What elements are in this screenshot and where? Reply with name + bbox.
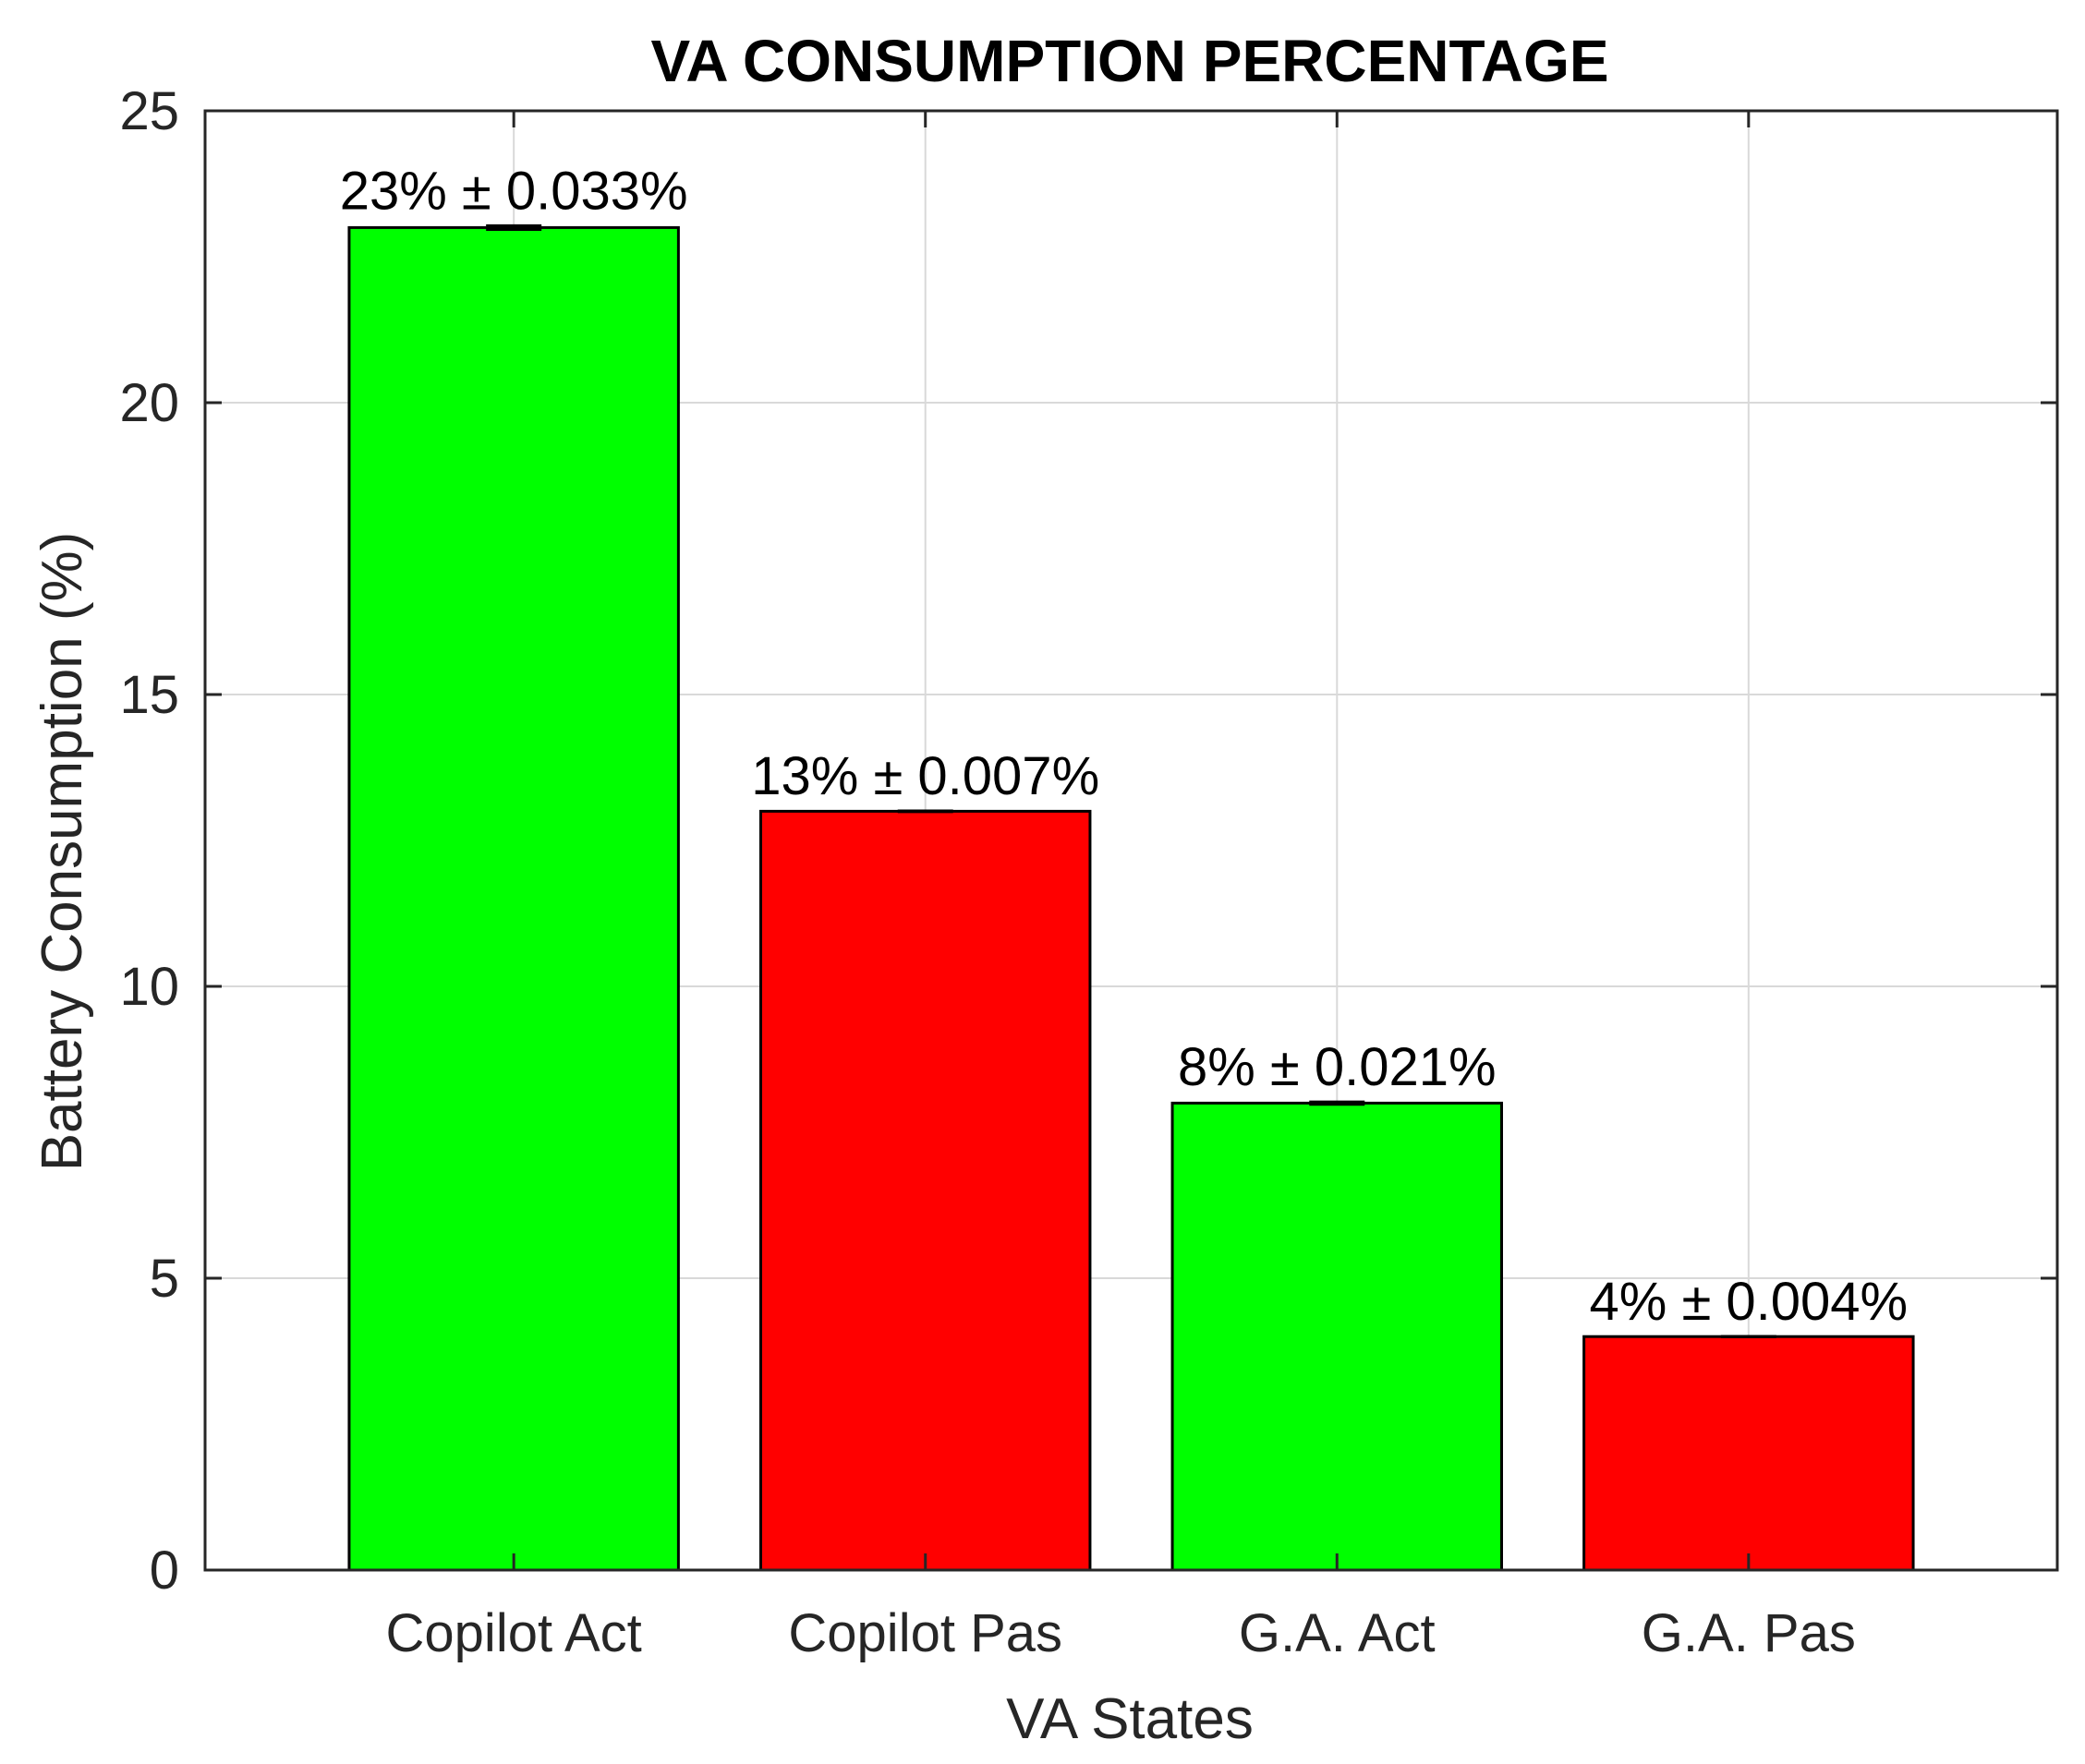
bar	[347, 225, 680, 1572]
bar	[759, 809, 1092, 1572]
y-tick-label: 15	[119, 665, 179, 725]
error-bars	[486, 224, 1776, 1338]
axes	[203, 109, 2059, 1572]
x-tick-label: G.A. Pas	[1642, 1603, 1856, 1663]
x-tick-label: Copilot Act	[386, 1603, 642, 1663]
labels: 0 5 10 15 20 25 Copilot Act Copilot Pas G.A. Act…	[119, 81, 1908, 1663]
y-tick-label: 0	[150, 1540, 179, 1601]
x-axis-label: VA States	[1006, 1687, 1254, 1751]
data-label: 23% ± 0.033%	[340, 161, 688, 221]
bars	[347, 225, 1915, 1572]
x-tick-label: Copilot Pas	[788, 1603, 1062, 1663]
data-label: 13% ± 0.007%	[751, 746, 1099, 806]
bar	[1170, 1101, 1503, 1572]
y-tick-label: 20	[119, 373, 179, 433]
y-tick-label: 10	[119, 957, 179, 1017]
bar	[1582, 1335, 1915, 1572]
data-label: 8% ± 0.021%	[1178, 1037, 1497, 1097]
x-tick-label: G.A. Act	[1239, 1603, 1436, 1663]
y-tick-label: 25	[119, 81, 179, 141]
chart-title: VA CONSUMPTION PERCENTAGE	[650, 28, 1608, 94]
data-label: 4% ± 0.004%	[1590, 1272, 1909, 1332]
y-axis-label: Battery Consumption (%)	[30, 532, 94, 1172]
plot-frame	[203, 109, 2059, 1572]
y-tick-label: 5	[150, 1249, 179, 1309]
